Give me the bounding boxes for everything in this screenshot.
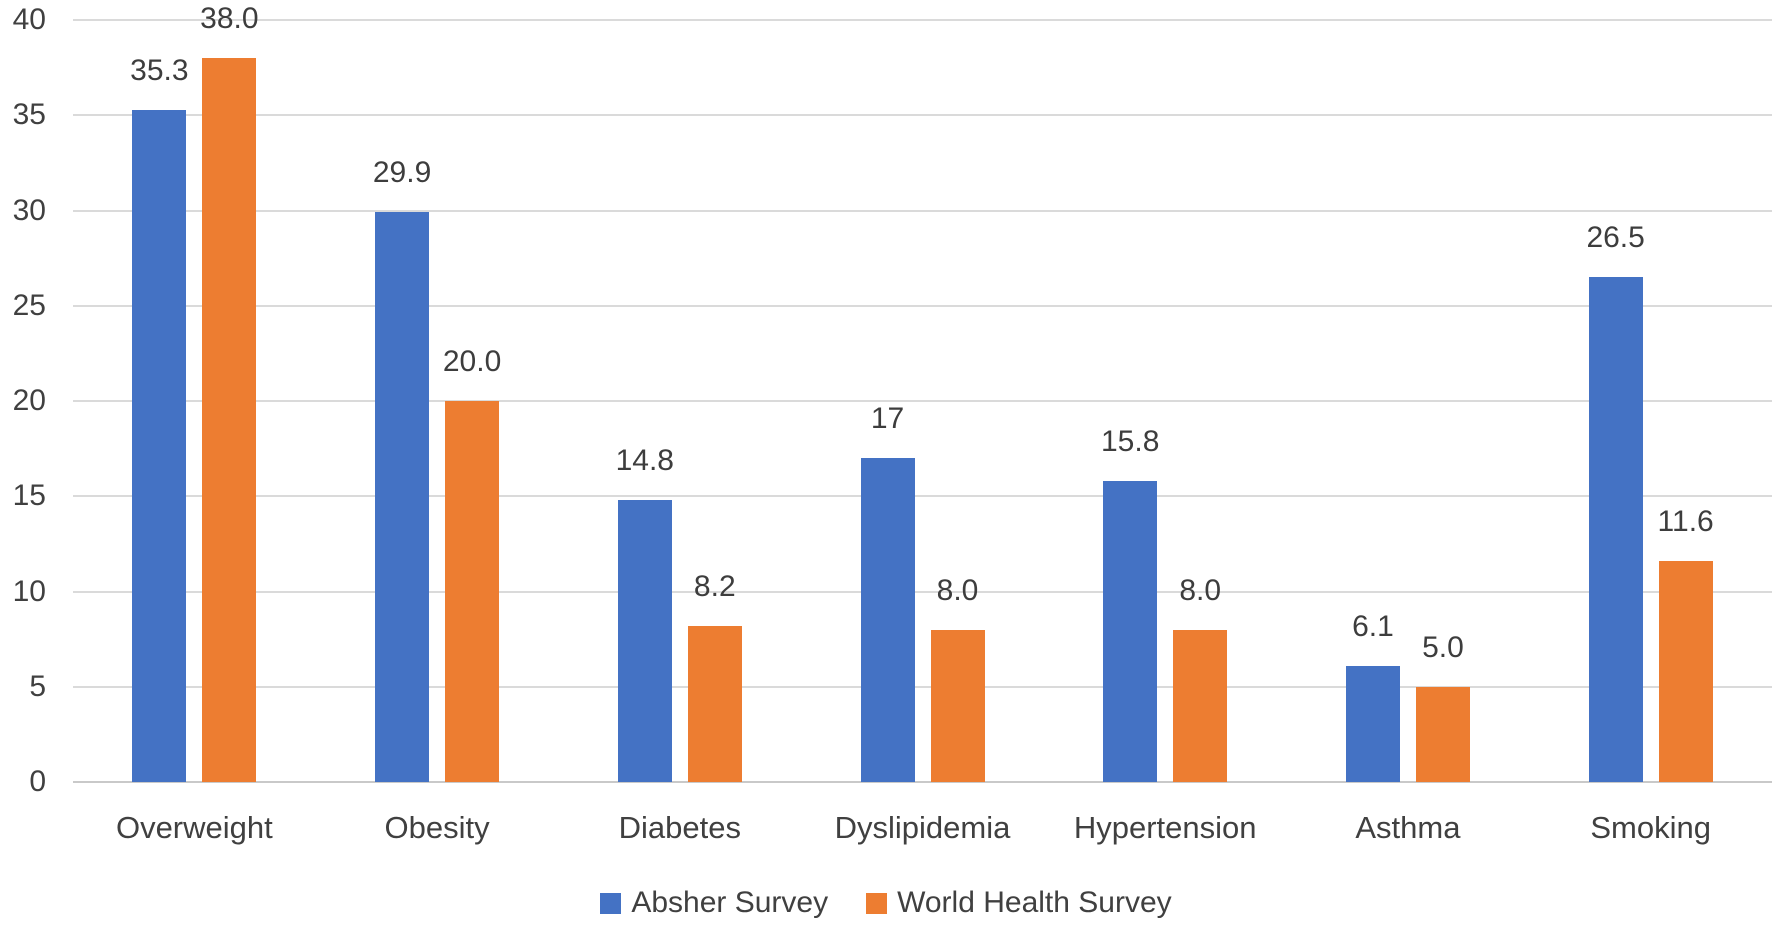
bar-dyslipidemia-absher-survey	[860, 458, 915, 782]
legend-swatch-orange-icon	[866, 892, 888, 914]
gridline-15	[73, 495, 1772, 498]
data-label-diabetes-absher-survey: 14.8	[615, 444, 674, 478]
data-label-hypertension-absher-survey: 15.8	[1101, 425, 1160, 458]
bar-diabetes-absher-survey	[617, 500, 672, 782]
x-axis-label-dyslipidemia: Dyslipidemia	[834, 810, 1011, 845]
legend-item-absher-survey: Absher Survey	[600, 886, 828, 920]
legend-item-world-health-survey: World Health Survey	[866, 886, 1172, 920]
x-axis-label-smoking: Smoking	[1590, 810, 1711, 845]
y-tick-label-0: 0	[29, 765, 46, 798]
data-label-overweight-world-health-survey: 38.0	[200, 2, 259, 36]
data-label-hypertension-world-health-survey: 8.0	[1179, 573, 1222, 607]
x-axis-label-hypertension: Hypertension	[1073, 810, 1257, 845]
y-tick-label-40: 40	[12, 3, 46, 36]
bar-hypertension-world-health-survey	[1173, 629, 1228, 782]
x-axis-label-diabetes: Diabetes	[618, 810, 741, 845]
bar-overweight-absher-survey	[132, 109, 187, 782]
bar-asthma-world-health-survey	[1415, 686, 1470, 782]
y-tick-label-35: 35	[12, 98, 46, 132]
y-tick-label-10: 10	[12, 574, 46, 608]
data-label-asthma-absher-survey: 6.1	[1352, 609, 1394, 643]
data-label-overweight-absher-survey: 35.3	[130, 53, 189, 87]
bar-smoking-absher-survey	[1588, 277, 1643, 782]
y-tick-label-15: 15	[12, 479, 46, 513]
x-axis-line	[73, 781, 1772, 783]
gridline-10	[73, 590, 1772, 593]
bar-obesity-absher-survey	[375, 212, 430, 782]
bar-asthma-absher-survey	[1345, 665, 1400, 782]
y-tick-label-5: 5	[29, 669, 46, 703]
bar-hypertension-absher-survey	[1103, 481, 1158, 782]
gridline-25	[73, 304, 1772, 307]
bar-smoking-world-health-survey	[1658, 561, 1713, 782]
gridline-5	[73, 685, 1772, 688]
data-label-obesity-world-health-survey: 20.0	[442, 345, 502, 378]
data-label-obesity-absher-survey: 29.9	[372, 156, 432, 190]
gridline-40	[73, 19, 1772, 21]
legend-label-world-health-survey: World Health Survey	[897, 886, 1172, 919]
bar-dyslipidemia-world-health-survey	[930, 629, 985, 782]
legend: Absher Survey World Health Survey	[0, 886, 1772, 920]
data-label-dyslipidemia-absher-survey: 17	[870, 402, 905, 436]
y-tick-label-30: 30	[12, 193, 46, 227]
y-tick-label-20: 20	[12, 384, 46, 417]
bar-obesity-world-health-survey	[445, 401, 500, 782]
gridline-35	[73, 114, 1772, 117]
gridline-20	[73, 400, 1772, 402]
data-label-smoking-world-health-survey: 11.6	[1657, 505, 1714, 539]
x-axis-label-obesity: Obesity	[384, 810, 490, 845]
bar-diabetes-world-health-survey	[687, 625, 742, 782]
gridline-30	[73, 209, 1772, 212]
legend-swatch-blue-icon	[600, 892, 622, 914]
data-label-asthma-world-health-survey: 5.0	[1422, 630, 1464, 664]
legend-label-absher-survey: Absher Survey	[631, 886, 829, 919]
y-tick-label-25: 25	[12, 288, 46, 322]
data-label-dyslipidemia-world-health-survey: 8.0	[936, 573, 979, 607]
bar-overweight-world-health-survey	[202, 58, 257, 782]
x-axis-label-asthma: Asthma	[1355, 810, 1461, 845]
data-label-diabetes-world-health-survey: 8.2	[693, 569, 736, 603]
data-label-smoking-absher-survey: 26.5	[1586, 221, 1645, 255]
x-axis-label-overweight: Overweight	[115, 810, 273, 845]
